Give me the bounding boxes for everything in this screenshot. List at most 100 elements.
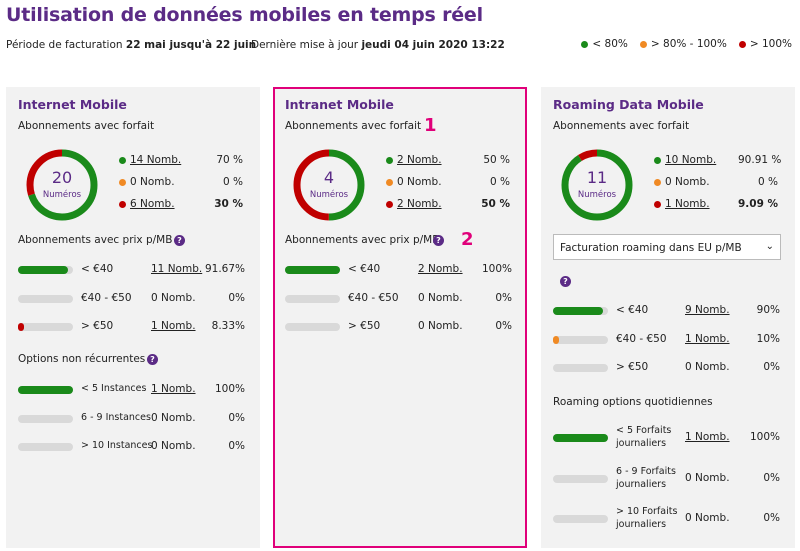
usage-bar-fill <box>18 386 73 394</box>
usage-bar <box>553 434 608 442</box>
green-dot-icon <box>386 157 393 164</box>
usage-bar <box>553 335 608 344</box>
status-percent: 30 % <box>214 198 243 210</box>
billing-period: Période de facturation 22 mai jusqu'à 22… <box>6 39 256 51</box>
green-dot-icon <box>119 157 126 164</box>
range-percent: 0% <box>228 440 245 452</box>
range-percent: 0% <box>228 291 245 304</box>
roaming-billing-select[interactable]: Facturation roaming dans EU p/MB ⌄ <box>553 234 781 260</box>
annotation-marker-1: 1 <box>424 115 437 136</box>
usage-bar-fill <box>18 266 69 274</box>
last-update-value: jeudi 04 juin 2020 13:22 <box>361 39 505 51</box>
green-dot-icon <box>654 157 661 164</box>
range-label: > 10 Instances <box>81 440 153 451</box>
range-label: < €40 <box>81 263 114 275</box>
card-title: Intranet Mobile <box>285 97 394 112</box>
donut-segment-red <box>561 149 633 221</box>
range-percent: 0% <box>495 291 512 304</box>
range-count-link: 0 Nomb. <box>418 320 463 332</box>
legend-item-orange: > 80% - 100% <box>639 38 727 50</box>
usage-bar <box>18 443 73 451</box>
usage-bar <box>553 364 608 372</box>
status-percent: 50 % <box>483 154 510 166</box>
range-percent: 100% <box>481 263 512 275</box>
subscriptions-heading: Abonnements avec forfait <box>553 120 690 132</box>
billing-period-label: Période de facturation <box>6 39 123 51</box>
status-count-link[interactable]: 14 Nomb. <box>130 154 182 166</box>
orange-dot-icon <box>639 40 647 48</box>
help-icon[interactable]: ? <box>433 235 444 246</box>
legend-label: < 80% <box>592 38 628 50</box>
range-count-link: 0 Nomb. <box>685 512 730 524</box>
range-count-link: 0 Nomb. <box>151 440 196 452</box>
status-count-link[interactable]: 2 Nomb. <box>397 198 442 210</box>
usage-bar-fill <box>285 266 340 274</box>
range-label: < €40 <box>616 304 649 316</box>
range-percent: 90% <box>756 304 780 316</box>
status-count-link: 0 Nomb. <box>665 176 710 188</box>
range-percent: 0% <box>763 361 780 373</box>
range-label: €40 - €50 <box>81 291 132 304</box>
range-count-link[interactable]: 9 Nomb. <box>685 304 730 316</box>
usage-bar <box>18 294 73 303</box>
range-percent: 91.67% <box>204 263 245 275</box>
range-count-link[interactable]: 1 Nomb. <box>685 332 730 345</box>
range-percent: 8.33% <box>211 320 245 332</box>
range-label: €40 - €50 <box>616 332 667 345</box>
orange-dot-icon <box>654 179 661 186</box>
help-icon[interactable]: ? <box>174 235 185 246</box>
donut-label: Numéros <box>309 190 349 200</box>
card-title: Internet Mobile <box>18 97 127 112</box>
price-heading: Abonnements avec prix p/MB <box>18 234 173 246</box>
red-dot-icon <box>119 201 126 208</box>
status-count-link[interactable]: 6 Nomb. <box>130 198 175 210</box>
card-title: Roaming Data Mobile <box>553 97 704 112</box>
usage-bar <box>18 323 73 331</box>
status-count-link[interactable]: 2 Nomb. <box>397 154 442 166</box>
status-percent: 70 % <box>216 154 243 166</box>
legend-item-red: > 100% <box>738 38 792 50</box>
range-count-link: 0 Nomb. <box>151 291 196 304</box>
usage-bar-fill <box>553 434 608 442</box>
range-count-link[interactable]: 1 Nomb. <box>151 320 196 332</box>
range-count-link: 0 Nomb. <box>685 471 730 484</box>
range-count-link[interactable]: 11 Nomb. <box>151 263 203 275</box>
legend-item-green: < 80% <box>581 38 628 50</box>
usage-bar-fill <box>18 323 24 331</box>
price-heading: Abonnements avec prix p/MB <box>285 234 440 246</box>
status-percent: 90.91 % <box>738 154 782 166</box>
usage-bar <box>18 266 73 274</box>
donut-label: Numéros <box>42 190 82 200</box>
status-percent: 50 % <box>481 198 510 210</box>
billing-period-value: 22 mai jusqu'à 22 juin <box>125 39 257 51</box>
status-count-link[interactable]: 1 Nomb. <box>665 198 710 210</box>
orange-dot-icon <box>119 179 126 186</box>
usage-card-intranet-mobile: Intranet Mobile Abonnements avec forfait 4… <box>273 87 527 548</box>
status-count-link[interactable]: 10 Nomb. <box>665 154 717 166</box>
range-label: 6 - 9 Forfaits journaliers <box>616 465 676 490</box>
donut-segment-red <box>26 149 98 221</box>
subscriptions-heading: Abonnements avec forfait <box>285 120 422 132</box>
donut-count: 4 <box>323 168 335 187</box>
usage-bar <box>553 474 608 483</box>
range-count-link[interactable]: 1 Nomb. <box>151 383 196 395</box>
range-percent: 100% <box>749 431 780 443</box>
help-icon[interactable]: ? <box>147 354 158 365</box>
help-icon[interactable]: ? <box>560 276 571 287</box>
status-percent: 9.09 % <box>738 198 779 210</box>
red-dot-icon <box>738 40 746 48</box>
range-count-link[interactable]: 2 Nomb. <box>418 263 463 275</box>
legend-label: > 100% <box>749 38 792 50</box>
usage-card-roaming-data-mobile: Roaming Data Mobile Abonnements avec forf… <box>541 87 795 548</box>
legend-label: > 80% - 100% <box>650 38 727 50</box>
usage-donut-chart <box>26 149 98 221</box>
range-count-link: 0 Nomb. <box>418 291 463 304</box>
usage-bar <box>285 266 340 274</box>
select-value: Facturation roaming dans EU p/MB <box>560 242 742 254</box>
page-title: Utilisation de données mobiles en temps … <box>6 4 483 26</box>
range-label: > €50 <box>81 320 114 332</box>
donut-count: 20 <box>51 168 73 187</box>
annotation-marker-2: 2 <box>461 229 474 250</box>
range-label: > €50 <box>348 320 381 332</box>
range-count-link[interactable]: 1 Nomb. <box>685 431 730 443</box>
